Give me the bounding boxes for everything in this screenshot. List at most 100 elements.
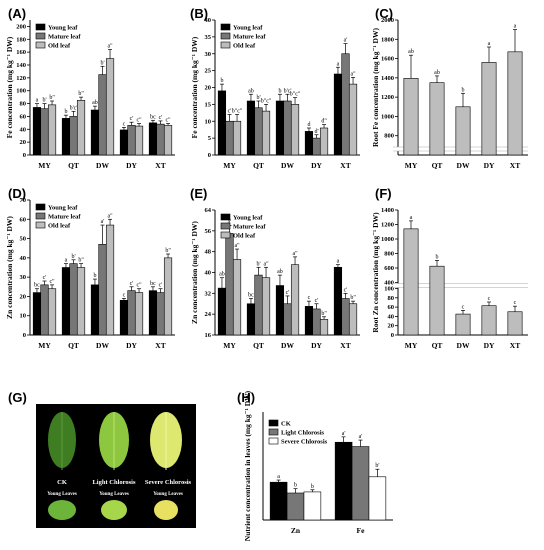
legend-label: Old leaf <box>48 43 71 50</box>
legend-swatch <box>268 419 279 427</box>
significance-label: c <box>308 295 311 301</box>
legend-swatch <box>35 23 46 31</box>
bar <box>98 244 107 336</box>
bar <box>333 266 343 336</box>
significance-label: b' <box>256 95 260 101</box>
chart-e: 16 24 32 40 48 56 64 Zn concentration (mg kg⁻¹ … <box>190 207 360 350</box>
significance-label: bc <box>248 293 254 299</box>
bar <box>47 104 57 156</box>
x-tick-label: MY <box>223 341 236 350</box>
legend-label: Old leaf <box>233 233 256 240</box>
significance-label: a" <box>350 71 356 77</box>
x-tick-label: XT <box>340 161 350 170</box>
legend-swatch <box>35 221 46 229</box>
bar <box>254 274 263 336</box>
significance-label: ab <box>408 49 414 55</box>
bar <box>286 492 305 521</box>
photo-sublabel-light: Young Leaves <box>99 492 129 497</box>
legend-swatch <box>35 41 46 49</box>
y-tick-label: 60 <box>20 216 27 223</box>
x-tick-label: MY <box>38 161 51 170</box>
significance-label: a' <box>228 220 232 226</box>
y-tick-label: 64 <box>205 207 212 214</box>
significance-label: b <box>294 483 297 489</box>
legend-label: Mature leaf <box>233 224 266 231</box>
y-tick-label: 1600 <box>381 56 394 63</box>
panel-label-b: (B) <box>190 6 208 21</box>
significance-label: a" <box>107 44 113 50</box>
bar <box>507 51 523 156</box>
x-tick-label: XT <box>510 341 520 350</box>
y-tick-label: 1000 <box>381 236 394 243</box>
y-tick-label: 100 <box>16 88 26 95</box>
y-tick-label: 16 <box>205 332 212 339</box>
significance-label: ab <box>434 70 440 76</box>
legend-label: Young leaf <box>233 215 263 222</box>
photo-sublabel-ck: Young Leaves <box>47 492 77 497</box>
legend-label: Old leaf <box>233 43 256 50</box>
bar <box>163 257 173 336</box>
bar <box>312 308 321 336</box>
bar <box>351 446 370 521</box>
y-tick-label: 56 <box>205 228 212 235</box>
bar <box>429 265 445 336</box>
bar <box>283 303 292 336</box>
significance-label: bc <box>150 281 156 287</box>
y-tick-label: 200 <box>16 23 26 30</box>
bar <box>481 305 497 336</box>
significance-label: a <box>410 215 413 221</box>
y-tick-label: 1400 <box>381 207 394 214</box>
significance-label: c' <box>344 287 348 293</box>
y-tick-label: 0 <box>23 152 26 159</box>
y-tick-label: 2000 <box>381 17 394 24</box>
significance-label: c" <box>136 118 142 124</box>
axis-break <box>393 283 528 288</box>
y-tick-label: 15 <box>205 101 212 108</box>
significance-label: d' <box>314 129 318 135</box>
bar <box>76 100 86 156</box>
bar <box>98 74 107 156</box>
bar <box>232 259 242 336</box>
panel-label-e: (E) <box>190 186 207 201</box>
significance-label: a' <box>359 434 363 440</box>
significance-label: b" <box>165 248 171 254</box>
bar <box>163 125 173 156</box>
bar <box>261 110 271 156</box>
bar <box>283 100 292 156</box>
bar <box>341 53 350 156</box>
legend-label: Old leaf <box>48 223 71 230</box>
x-tick-label: QT <box>432 341 443 350</box>
y-tick-label: 40 <box>20 126 27 133</box>
bar <box>225 120 234 156</box>
significance-label: b <box>278 88 281 94</box>
x-tick-label: QT <box>432 161 443 170</box>
y-tick-label: 0 <box>391 332 394 339</box>
significance-label: a <box>65 258 68 264</box>
bar <box>217 287 227 336</box>
y-axis-label: Nutrient concentration in leaves (mg kg⁻… <box>243 390 252 541</box>
y-tick-label: 100 <box>384 286 394 293</box>
x-tick-label: XT <box>155 341 165 350</box>
bar <box>429 82 445 156</box>
x-tick-label: QT <box>253 161 264 170</box>
x-tick-label: DW <box>96 341 109 350</box>
bar <box>105 224 115 336</box>
y-tick-label: 40 <box>205 17 212 24</box>
legend-swatch <box>220 23 231 31</box>
legend-swatch <box>220 213 231 221</box>
x-tick-label: QT <box>253 341 264 350</box>
y-tick-label: 0 <box>23 332 26 339</box>
y-tick-label: 50 <box>20 236 27 243</box>
y-tick-label: 60 <box>20 113 27 120</box>
significance-label: a' <box>101 219 105 225</box>
significance-label: c' <box>159 115 163 121</box>
x-tick-label: XT <box>340 341 350 350</box>
leaf-sample-light <box>99 412 129 520</box>
significance-label: b'c' <box>284 88 292 94</box>
bar <box>312 137 321 156</box>
panel-label-h: (H) <box>237 390 255 405</box>
y-axis-label: Fe concentration (mg kg⁻¹ DW) <box>190 36 199 138</box>
